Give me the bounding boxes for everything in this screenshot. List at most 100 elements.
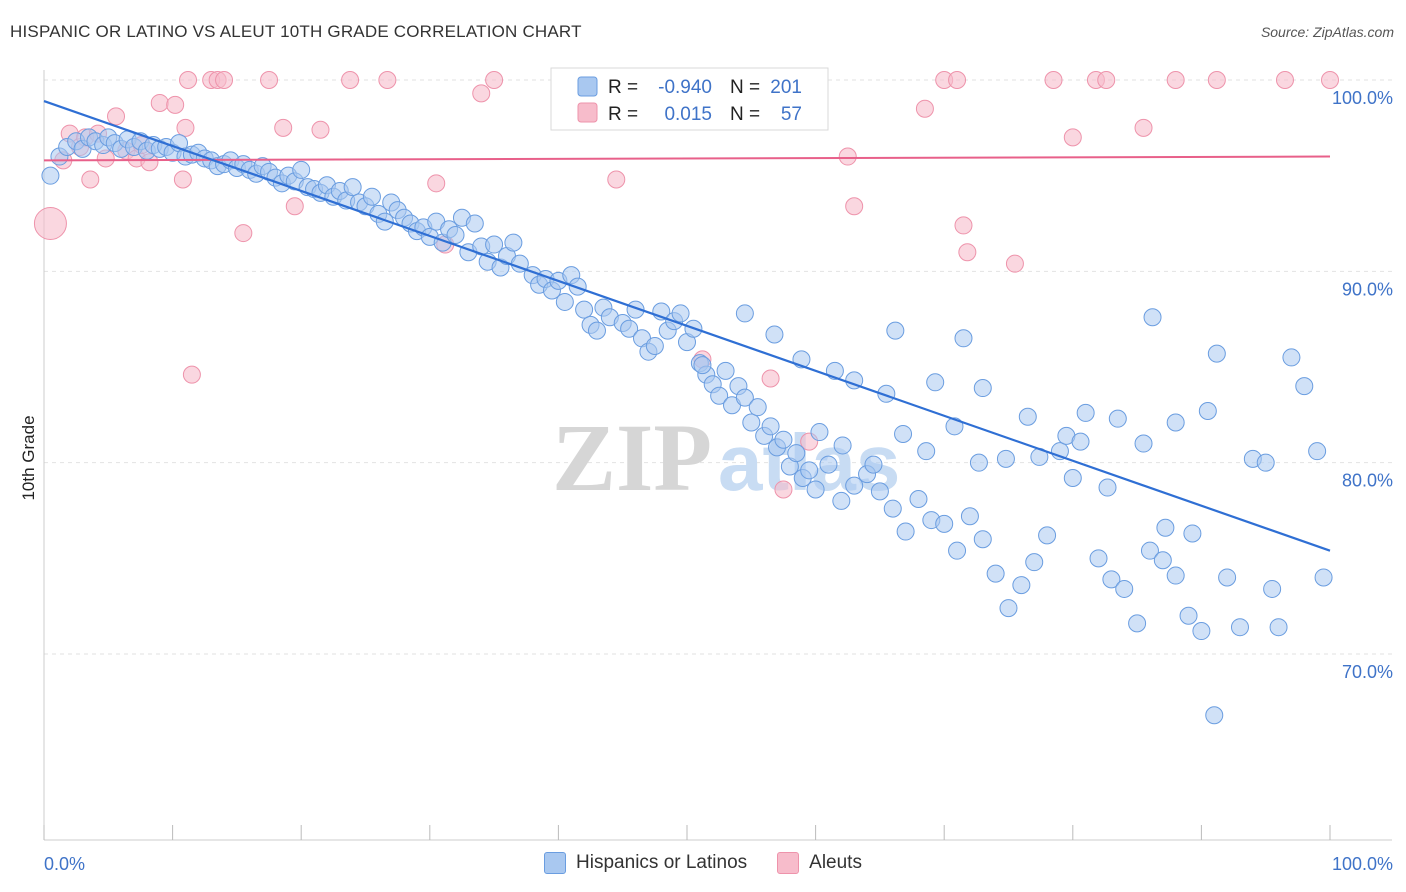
hispanic-point — [575, 300, 594, 319]
hispanic-point — [1269, 618, 1288, 637]
aleut-point — [1275, 71, 1294, 89]
hispanic-point — [1143, 308, 1162, 327]
hispanic-point — [832, 491, 851, 510]
hispanic-point — [945, 417, 964, 436]
hispanic-point — [765, 325, 784, 344]
hispanic-point — [375, 212, 394, 231]
aleut-point — [341, 71, 360, 89]
legend-n-value-2: 57 — [781, 104, 802, 125]
hispanic-point — [1140, 541, 1159, 560]
hispanic-point — [969, 453, 988, 472]
aleut-point — [81, 170, 100, 189]
chart-title: HISPANIC OR LATINO VS ALEUT 10TH GRADE C… — [10, 22, 582, 41]
hispanic-point — [1108, 409, 1127, 428]
aleut-points — [33, 71, 1339, 499]
legend-swatch-aleut — [577, 102, 598, 123]
hispanic-point — [996, 449, 1015, 468]
hispanic-point — [935, 514, 954, 533]
x-tick-label-left: 0.0% — [44, 854, 85, 874]
hispanic-point — [1192, 622, 1211, 641]
legend-swatch-hispanic — [577, 76, 598, 97]
aleut-trend-line — [43, 155, 1331, 162]
hispanic-point — [1025, 553, 1044, 572]
y-tick-label: 100.0% — [1332, 88, 1393, 108]
legend-label-aleut: Aleuts — [809, 852, 862, 873]
aleut-point — [179, 71, 198, 89]
hispanic-point — [800, 461, 819, 480]
hispanic-point — [1218, 568, 1237, 587]
y-tick-label: 80.0% — [1342, 471, 1393, 491]
hispanic-point — [1282, 348, 1301, 367]
aleut-point — [958, 243, 977, 262]
hispanic-point — [645, 336, 664, 355]
legend-r-label-1: R = — [608, 77, 638, 98]
hispanic-point — [1098, 478, 1117, 497]
hispanic-point — [735, 304, 754, 323]
hispanic-point — [446, 225, 465, 244]
aleut-point — [1044, 71, 1063, 89]
hispanic-point — [883, 499, 902, 518]
aleut-point — [472, 84, 491, 103]
hispanic-point — [810, 423, 829, 442]
hispanic-point — [1115, 579, 1134, 598]
hispanic-point — [864, 455, 883, 474]
hispanic-point — [1205, 706, 1224, 725]
hispanic-point — [716, 361, 735, 380]
hispanic-point — [555, 292, 574, 311]
hispanic-point — [1076, 403, 1095, 422]
hispanic-point — [845, 476, 864, 495]
hispanic-point — [1263, 579, 1282, 598]
hispanic-point — [1166, 566, 1185, 585]
hispanic-point — [926, 373, 945, 392]
aleut-point — [845, 197, 864, 216]
aleut-point — [838, 147, 857, 166]
hispanic-point — [986, 564, 1005, 583]
hispanic-point — [894, 424, 913, 443]
hispanic-point — [742, 413, 761, 432]
swatch-hispanic — [544, 852, 567, 874]
hispanic-point — [343, 178, 362, 197]
hispanic-point — [1038, 526, 1057, 545]
aleut-point — [1005, 254, 1024, 273]
hispanic-point — [1183, 524, 1202, 543]
hispanic-point — [1156, 518, 1175, 537]
aleut-point — [33, 207, 67, 240]
hispanic-point — [1102, 570, 1121, 589]
hispanic-point — [671, 304, 690, 323]
legend-box: R = -0.940 N = 201 R = 0.015 N = 57 — [550, 67, 829, 131]
aleut-point — [1207, 71, 1226, 89]
hispanic-point — [917, 442, 936, 461]
hispanic-point — [909, 490, 928, 509]
hispanic-point — [1134, 434, 1153, 453]
aleut-point — [761, 369, 780, 388]
hispanic-point — [1071, 432, 1090, 451]
legend-n-value-1: 201 — [770, 77, 802, 98]
hispanic-point — [774, 430, 793, 449]
legend-item-aleut: Aleuts — [777, 852, 862, 874]
x-tick-labels: 0.0% 100.0% — [44, 854, 1393, 874]
hispanic-point — [948, 541, 967, 560]
legend-r-label-2: R = — [608, 104, 638, 125]
aleut-point — [485, 71, 504, 89]
x-tick-label-right: 100.0% — [1332, 854, 1393, 874]
aleut-point — [234, 224, 253, 243]
watermark-zip: ZIP — [552, 404, 712, 511]
hispanic-point — [1018, 407, 1037, 426]
aleut-point — [1097, 71, 1116, 89]
aleut-point — [954, 216, 973, 235]
aleut-point — [1063, 128, 1082, 147]
hispanic-point — [1128, 614, 1147, 633]
bottom-legend: Hispanics or Latinos Aleuts — [0, 852, 1406, 874]
aleut-point — [285, 197, 304, 216]
hispanic-trend-line — [43, 100, 1331, 552]
hispanic-point — [886, 321, 905, 340]
hispanic-point — [1063, 468, 1082, 487]
hispanic-point — [1207, 344, 1226, 363]
aleut-point — [915, 99, 934, 118]
hispanic-point — [693, 356, 712, 375]
hispanic-point — [710, 386, 729, 405]
hispanic-point — [41, 166, 60, 185]
hispanic-point — [1314, 568, 1333, 587]
y-axis-label: 10th Grade — [19, 415, 38, 500]
